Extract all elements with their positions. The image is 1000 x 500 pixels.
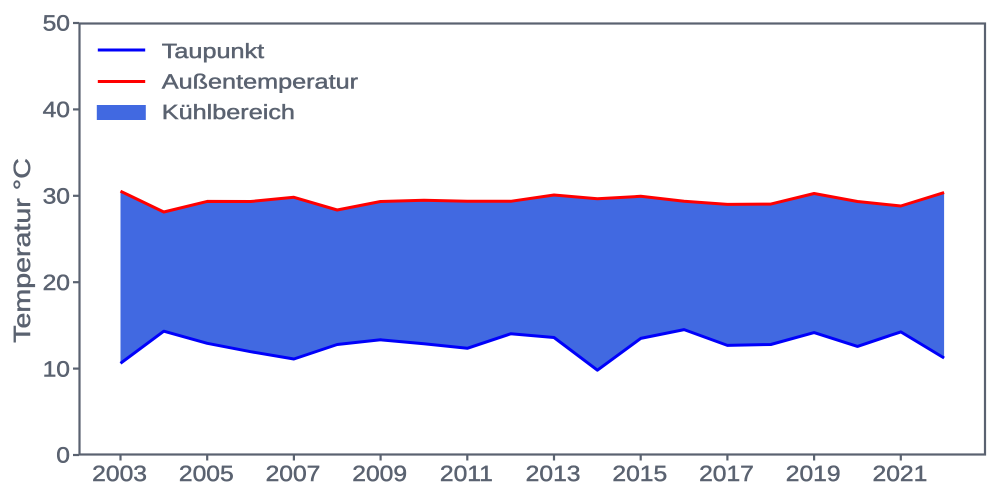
svg-text:Temperatur °C: Temperatur °C <box>9 158 35 343</box>
svg-text:2011: 2011 <box>440 461 493 486</box>
svg-text:2013: 2013 <box>526 461 581 486</box>
svg-text:30: 30 <box>43 184 70 209</box>
svg-text:2007: 2007 <box>266 461 321 486</box>
svg-text:2017: 2017 <box>699 461 754 486</box>
svg-text:Kühlbereich: Kühlbereich <box>162 101 295 124</box>
svg-text:2009: 2009 <box>352 461 407 486</box>
svg-text:40: 40 <box>43 97 70 122</box>
svg-text:Taupunkt: Taupunkt <box>162 40 265 63</box>
svg-text:0: 0 <box>56 443 70 468</box>
svg-text:Außentemperatur: Außentemperatur <box>162 70 358 93</box>
svg-text:10: 10 <box>43 356 70 381</box>
svg-text:50: 50 <box>43 11 70 36</box>
svg-text:2019: 2019 <box>786 461 841 486</box>
svg-text:2015: 2015 <box>612 461 667 486</box>
svg-text:2021: 2021 <box>872 461 927 486</box>
svg-text:2005: 2005 <box>179 461 234 486</box>
svg-text:2003: 2003 <box>92 461 147 486</box>
svg-text:20: 20 <box>43 270 70 295</box>
